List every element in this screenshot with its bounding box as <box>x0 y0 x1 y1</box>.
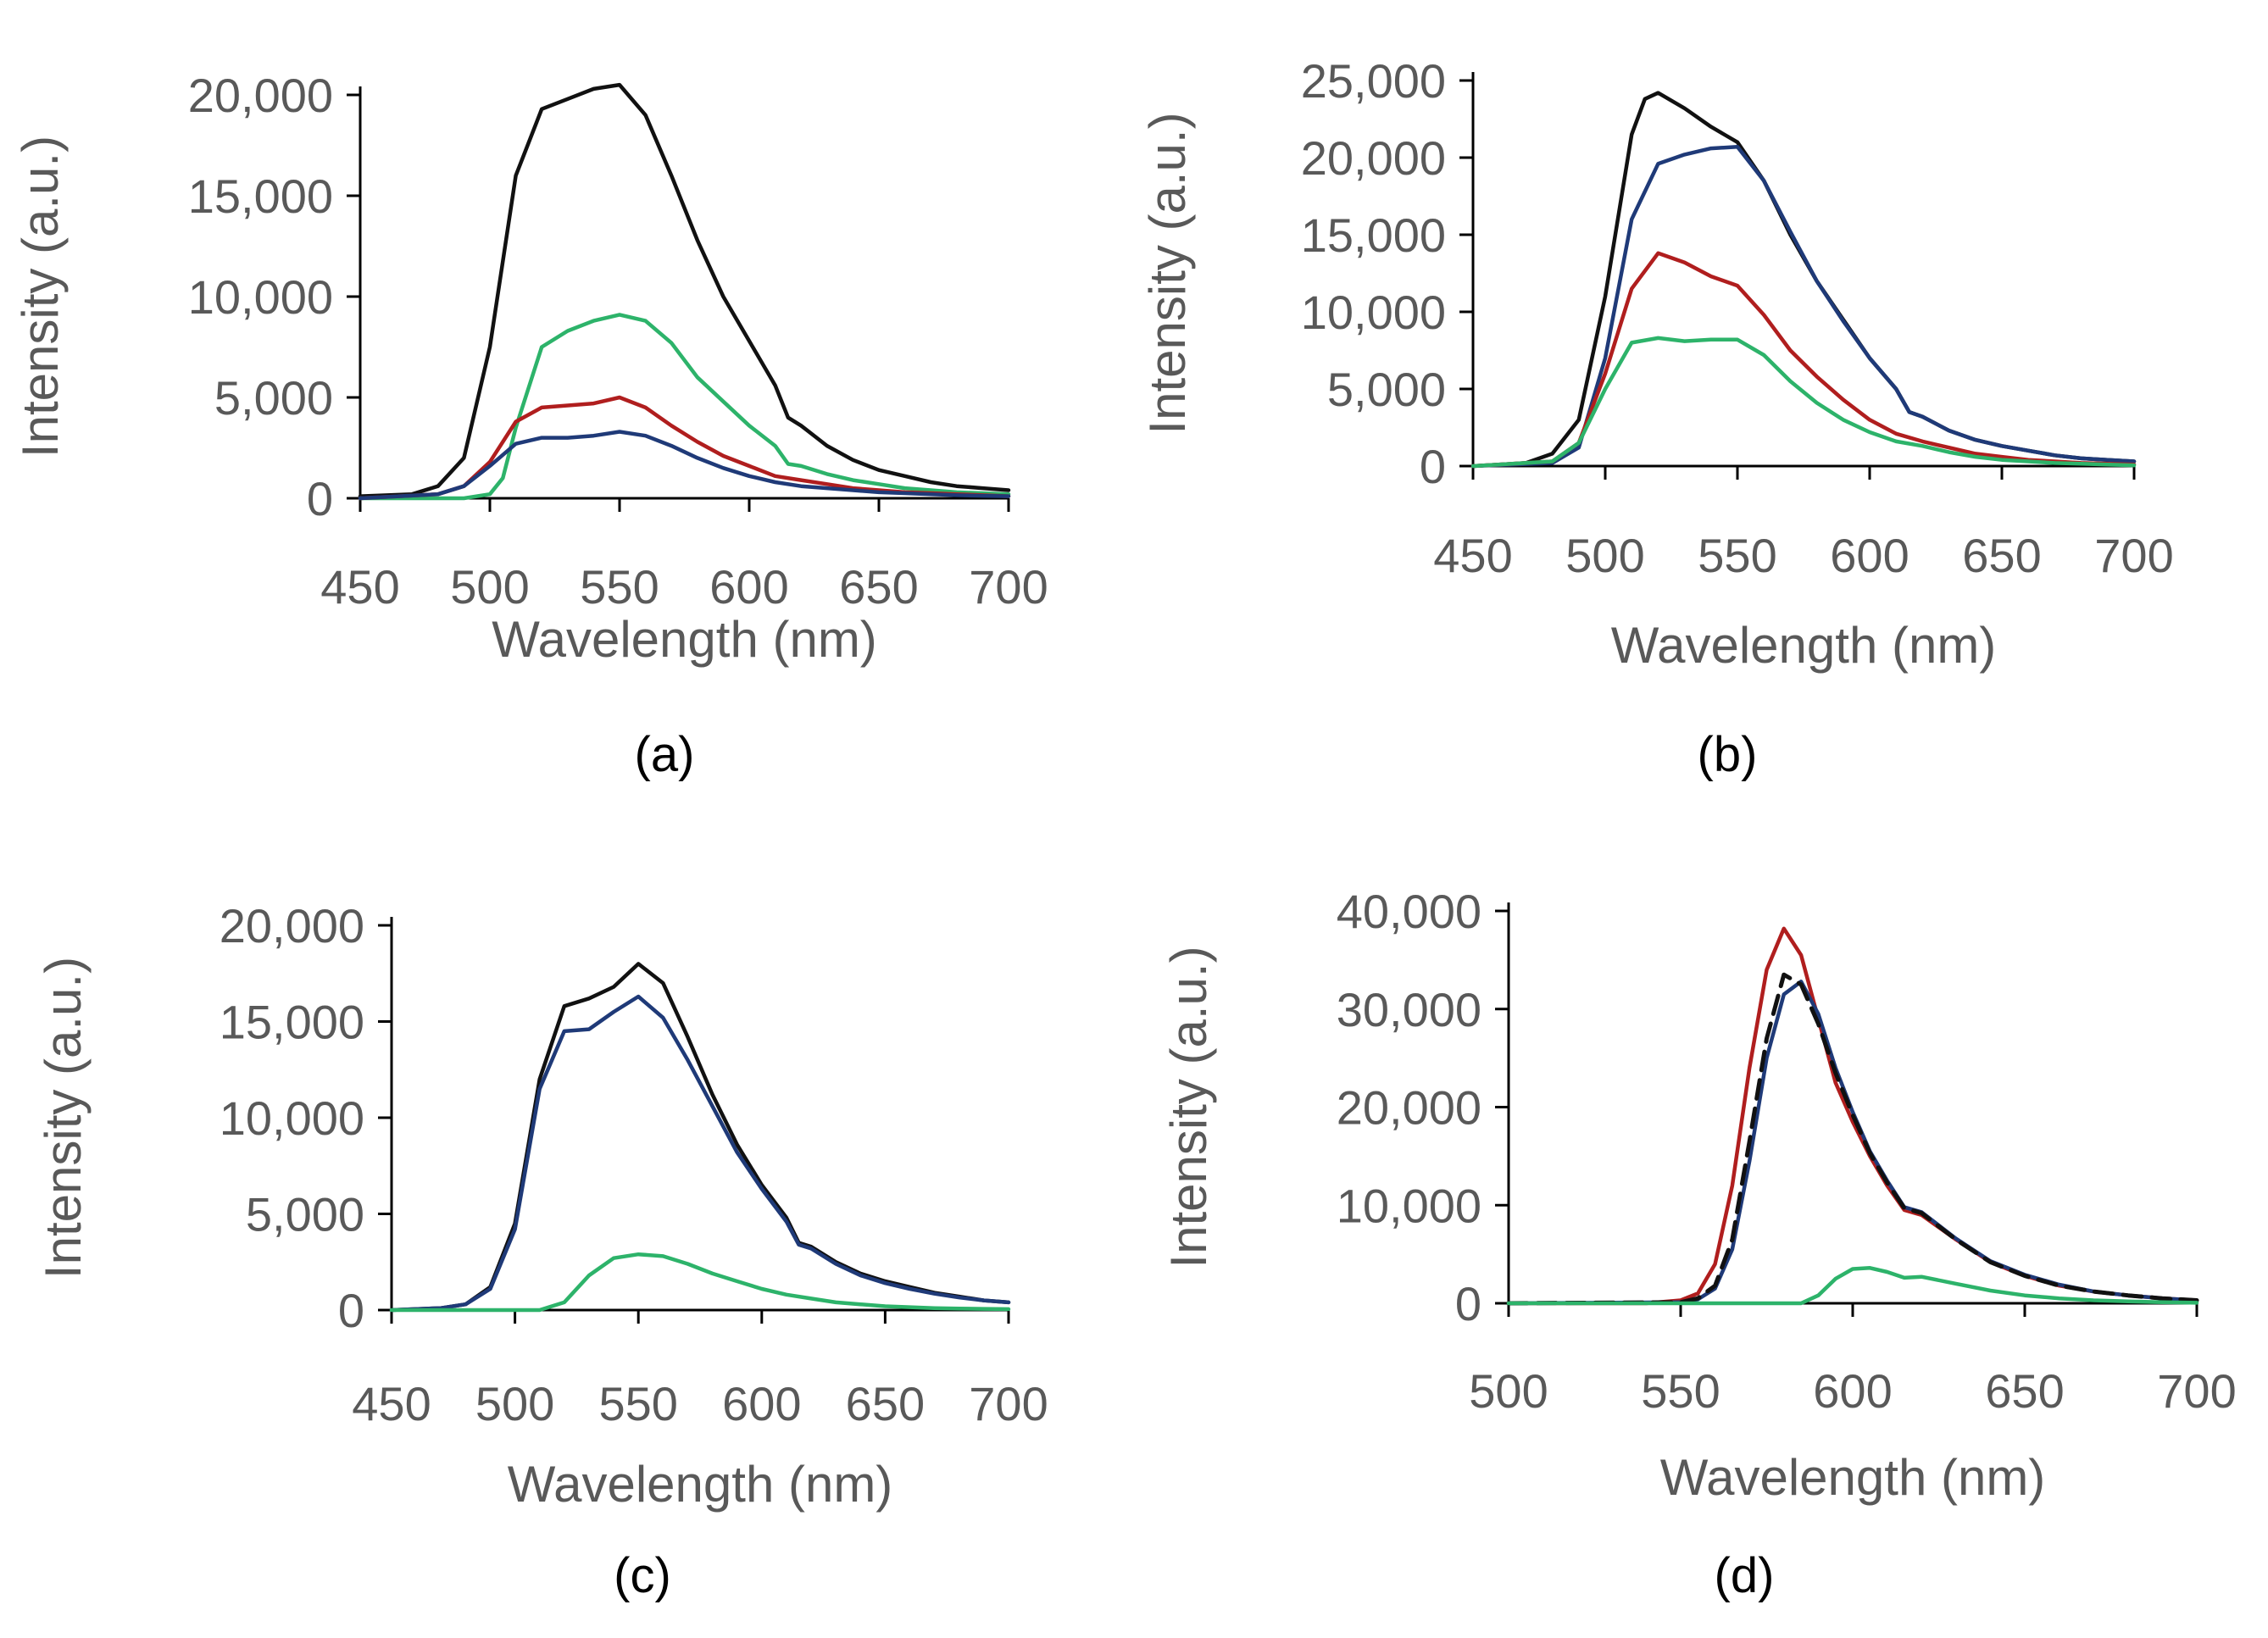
chart-b-x-tick-label: 500 <box>1565 529 1644 582</box>
chart-b-y-tick-label: 5,000 <box>1327 363 1446 416</box>
panel-a: 0 5,000 10,000 15,000 20,000 450 500 550 600 650 7… <box>0 0 1134 817</box>
chart-a-y-axis-label: Intensity (a.u.) <box>12 136 69 458</box>
chart-d-x-tick-label: 650 <box>1985 1364 2064 1418</box>
chart-d-y-tick-label: 10,000 <box>1337 1179 1481 1232</box>
chart-b-plot: 0 5,000 10,000 15,000 20,000 25,000 450 500 550 6… <box>1139 54 2174 674</box>
chart-c: 0 5,000 10,000 15,000 20,000 450 500 550 600 650 7… <box>35 899 1048 1603</box>
chart-b-series-red <box>1470 251 2137 469</box>
chart-a-plot: 0 5,000 10,000 15,000 20,000 450 500 550 600 650 7… <box>12 69 1048 668</box>
chart-b: 0 5,000 10,000 15,000 20,000 25,000 450 500 550 6… <box>1139 54 2174 782</box>
chart-d-plot: 0 10,000 20,000 30,000 40,000 500 550 600 650 700… <box>1160 885 2237 1506</box>
chart-c-x-tick-label: 450 <box>352 1377 431 1430</box>
chart-b-x-axis-label: Wavelength (nm) <box>1611 617 1997 674</box>
chart-b-y-tick-label: 25,000 <box>1301 54 1446 108</box>
chart-c-x-axis-label: Wavelength (nm) <box>508 1456 893 1513</box>
chart-b-x-tick-label: 450 <box>1433 529 1512 582</box>
chart-c-y-tick-label: 5,000 <box>246 1188 364 1241</box>
chart-b-y-tick-label: 10,000 <box>1301 286 1446 339</box>
chart-b-series-green <box>1470 336 2137 469</box>
chart-b-x-tick-label: 700 <box>2094 529 2173 582</box>
chart-a-x-tick-label: 700 <box>969 560 1048 614</box>
chart-a-x-tick-label: 450 <box>320 560 399 614</box>
chart-b-y-tick-label: 0 <box>1420 440 1446 493</box>
chart-d-caption: (d) <box>1715 1548 1775 1603</box>
chart-d-x-tick-label: 550 <box>1641 1364 1720 1418</box>
chart-a-x-tick-label: 550 <box>580 560 659 614</box>
chart-b-x-tick-label: 650 <box>1962 529 2041 582</box>
chart-a-series-navy <box>358 430 1011 501</box>
chart-b-series-black <box>1470 91 2137 469</box>
chart-a-x-axis-label: Wavelength (nm) <box>492 611 877 668</box>
chart-c-plot: 0 5,000 10,000 15,000 20,000 450 500 550 600 650 7… <box>35 899 1048 1513</box>
panel-d: 0 10,000 20,000 30,000 40,000 500 550 600 650 700… <box>1134 817 2268 1634</box>
chart-a-y-tick-label: 15,000 <box>188 169 333 223</box>
chart-a-x-tick-label: 600 <box>709 560 788 614</box>
chart-b-y-axis-label: Intensity (a.u.) <box>1139 112 1196 434</box>
chart-d-y-tick-label: 30,000 <box>1337 983 1481 1036</box>
chart-c-x-tick-label: 500 <box>475 1377 554 1430</box>
chart-c-y-tick-label: 10,000 <box>220 1091 364 1145</box>
chart-c-series-navy <box>389 994 1011 1313</box>
chart-a-x-tick-label: 650 <box>839 560 918 614</box>
chart-b-y-tick-label: 20,000 <box>1301 131 1446 185</box>
chart-a-series-black <box>358 82 1011 498</box>
chart-d-series-green <box>1506 1266 2199 1306</box>
chart-d-y-tick-label: 20,000 <box>1337 1081 1481 1135</box>
chart-c-x-tick-label: 550 <box>598 1377 677 1430</box>
chart-a: 0 5,000 10,000 15,000 20,000 450 500 550 600 650 7… <box>12 69 1048 782</box>
chart-c-x-tick-label: 700 <box>969 1377 1048 1430</box>
chart-a-series-red <box>358 395 1011 501</box>
chart-c-x-tick-label: 650 <box>846 1377 925 1430</box>
chart-a-x-tick-label: 500 <box>450 560 529 614</box>
chart-b-y-tick-label: 15,000 <box>1301 208 1446 262</box>
panel-c: 0 5,000 10,000 15,000 20,000 450 500 550 600 650 7… <box>0 817 1134 1634</box>
chart-d-y-tick-label: 0 <box>1455 1277 1481 1330</box>
chart-a-y-tick-label: 5,000 <box>214 371 333 425</box>
chart-c-caption: (c) <box>614 1548 671 1603</box>
chart-c-x-tick-label: 600 <box>722 1377 801 1430</box>
chart-a-y-tick-label: 0 <box>307 472 333 525</box>
chart-d-y-axis-label: Intensity (a.u.) <box>1160 946 1217 1268</box>
chart-d-y-tick-label: 40,000 <box>1337 885 1481 938</box>
chart-c-series-green <box>389 1252 1011 1313</box>
chart-d-series-dashed <box>1506 972 2199 1306</box>
chart-b-x-tick-label: 600 <box>1830 529 1909 582</box>
chart-c-y-tick-label: 15,000 <box>220 996 364 1049</box>
chart-c-y-tick-label: 20,000 <box>220 899 364 952</box>
chart-c-y-axis-label: Intensity (a.u.) <box>35 957 92 1279</box>
chart-b-caption: (b) <box>1698 727 1758 782</box>
chart-d-x-tick-label: 500 <box>1469 1364 1548 1418</box>
chart-d: 0 10,000 20,000 30,000 40,000 500 550 600 650 700… <box>1160 885 2237 1603</box>
chart-c-series-black <box>389 962 1011 1313</box>
chart-a-series-green <box>358 313 1011 501</box>
chart-a-y-tick-label: 20,000 <box>188 69 333 122</box>
chart-d-x-axis-label: Wavelength (nm) <box>1660 1449 2046 1506</box>
panel-b: 0 5,000 10,000 15,000 20,000 25,000 450 500 550 6… <box>1134 0 2268 817</box>
chart-d-x-tick-label: 600 <box>1813 1364 1892 1418</box>
chart-d-x-tick-label: 700 <box>2157 1364 2236 1418</box>
chart-b-series-navy <box>1470 145 2137 469</box>
chart-a-caption: (a) <box>635 727 695 782</box>
chart-a-y-tick-label: 10,000 <box>188 270 333 324</box>
chart-b-x-tick-label: 550 <box>1698 529 1776 582</box>
chart-c-y-tick-label: 0 <box>338 1284 364 1337</box>
chart-d-series-navy <box>1506 980 2199 1306</box>
